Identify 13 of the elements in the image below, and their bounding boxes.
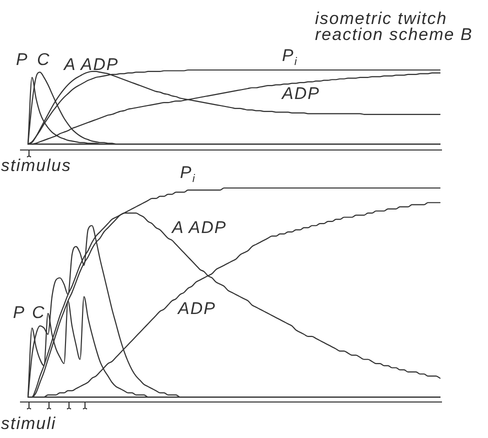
series-label: P [16, 50, 28, 69]
x-axis-title: stimuli [1, 414, 56, 433]
series-label: ADP [178, 299, 216, 318]
series-label: P [13, 303, 26, 322]
series-label: ADP [282, 84, 320, 103]
series-label: P$_{i}$ [180, 163, 196, 185]
series-label: C [37, 50, 50, 69]
chart-title: isometric twitch reaction scheme B [315, 9, 474, 44]
series-label: A ADP [172, 218, 227, 237]
series-label: P$_{i}$ [282, 46, 298, 68]
x-axis-title: stimulus [1, 156, 72, 175]
series-label: A ADP [64, 55, 119, 74]
series-label: C [32, 303, 46, 322]
